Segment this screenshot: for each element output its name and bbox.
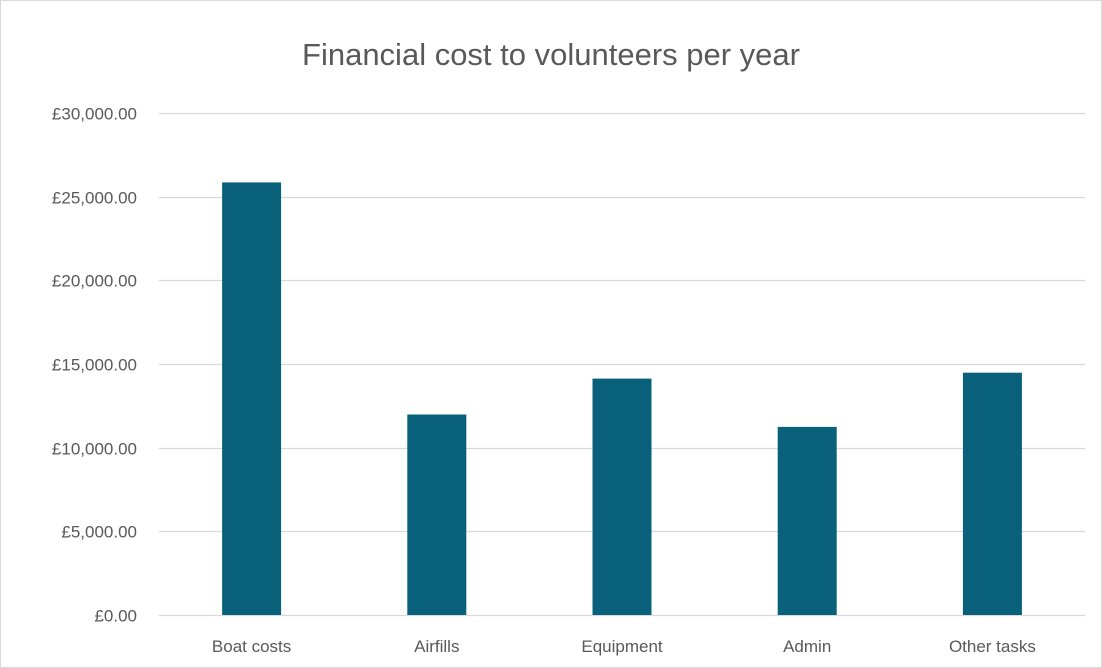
bar-airfills [407,414,467,615]
x-tick-label: Airfills [414,637,459,656]
x-tick-label: Other tasks [949,637,1036,656]
x-tick-label: Equipment [581,637,663,656]
y-tick-label: £0.00 [94,607,137,626]
bar-equipment [592,378,652,615]
y-tick-label: £5,000.00 [61,523,137,542]
x-tick-label: Boat costs [212,637,291,656]
x-axis-tick-labels: Boat costs Airfills Equipment Admin Other ta… [212,637,1036,656]
y-tick-label: £20,000.00 [52,272,137,291]
bar-admin [777,426,837,615]
y-tick-label: £25,000.00 [52,189,137,208]
bar-other-tasks [962,372,1022,615]
chart-title: Financial cost to volunteers per year [302,37,800,72]
x-tick-label: Admin [783,637,831,656]
y-tick-label: £30,000.00 [52,105,137,124]
y-tick-label: £10,000.00 [52,440,137,459]
y-tick-label: £15,000.00 [52,356,137,375]
y-axis-tick-labels: £0.00 £5,000.00 £10,000.00 £15,000.00 £20,00… [52,105,137,626]
bar-boat-costs [222,182,282,615]
bars [222,182,1022,615]
